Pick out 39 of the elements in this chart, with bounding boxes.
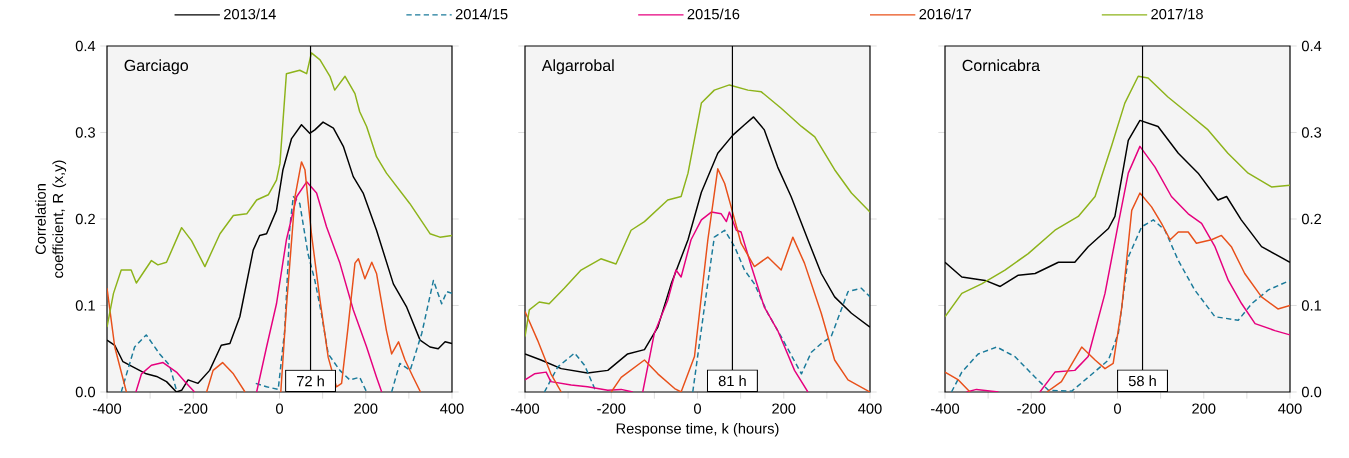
y-tick-label: 0.2 [75,213,95,225]
x-tick-label: -200 [1017,403,1046,414]
y-axis-title: Correlation coefficient, R (x,y) [35,160,67,278]
x-tick-label: 400 [440,403,464,414]
x-tick-label: 200 [354,403,378,414]
text: Garciago [124,59,189,75]
legend-label: 2017/18 [1151,8,1203,20]
x-tick-label: 400 [1278,403,1302,414]
x-tick-label: 200 [1192,403,1216,414]
y-tick-label: 0.3 [75,127,95,138]
y-tick-label: 0.0 [75,386,96,398]
ref-line-label: 58 h [1128,375,1156,387]
x-tick-label: -200 [597,403,626,414]
x-tick-label: -400 [510,403,540,414]
y-tick-label: 0.2 [1301,213,1322,225]
text: Cornicabra [962,59,1041,72]
line-series [945,75,1290,318]
x-tick-label: -400 [930,403,960,414]
ref-line-label: 72 h [297,375,324,387]
y-tick-label: 0.4 [1301,40,1322,52]
ref-line-label: 81 h [718,375,746,387]
x-axis-title: Response time, k (hours) [616,422,779,437]
x-tick-label: 400 [858,403,882,414]
x-tick-label: -200 [179,403,208,414]
y-tick-label: 0.1 [75,300,95,311]
x-tick-label: 0 [1113,403,1121,414]
x-tick-label: 0 [693,403,701,414]
x-tick-label: 200 [772,403,796,414]
x-tick-label: -400 [92,403,122,414]
legend-label: 2014/15 [455,8,508,20]
x-tick-label: 0 [275,403,283,414]
legend-label: 2015/16 [687,8,740,20]
y-tick-label: 0.1 [1301,300,1322,311]
legend-label: 2016/17 [919,8,972,20]
y-tick-label: 0.4 [75,40,96,52]
y-tick-label: 0.0 [1301,386,1322,398]
y-tick-label: 0.3 [1301,127,1322,138]
legend-label: 2013/14 [224,8,276,20]
text: Algarrobal [541,59,614,75]
